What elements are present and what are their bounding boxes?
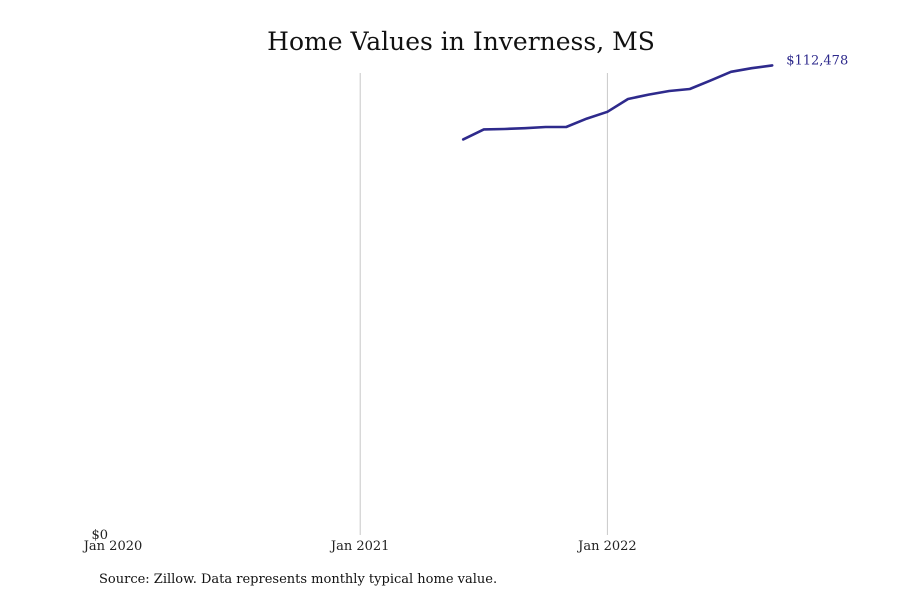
series-line	[461, 64, 774, 141]
chart-title: Home Values in Inverness, MS	[267, 27, 655, 56]
x-tick-label: Jan 2020	[82, 539, 143, 554]
end-value-label: $112,478	[786, 53, 848, 68]
x-tick-label: Jan 2021	[329, 539, 390, 554]
x-tick-label: Jan 2022	[576, 539, 637, 554]
y-tick-label: $0	[91, 528, 108, 543]
source-note: Source: Zillow. Data represents monthly …	[99, 572, 498, 587]
